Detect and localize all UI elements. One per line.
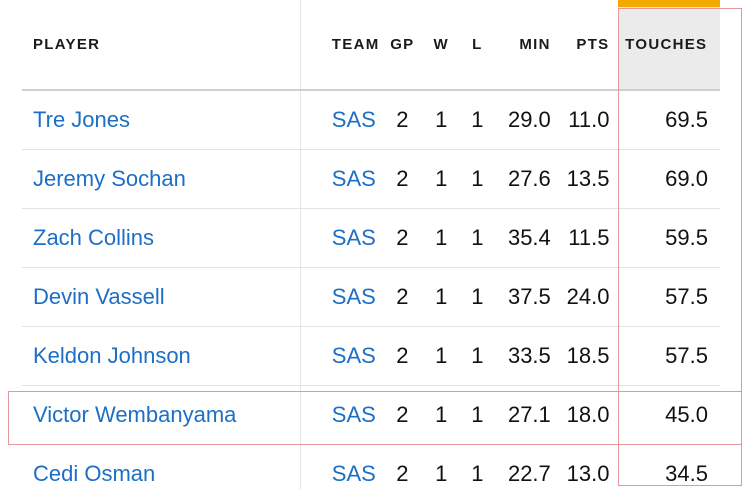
table-row: Tre Jones SAS 2 1 1 29.0 11.0 69.5 [22, 90, 720, 150]
l-cell: 1 [459, 444, 496, 490]
team-cell: SAS [317, 267, 382, 327]
team-link[interactable]: SAS [331, 283, 376, 309]
team-link[interactable]: SAS [331, 460, 376, 486]
player-cell: Cedi Osman [22, 444, 318, 490]
column-header-touches[interactable]: TOUCHES [612, 0, 720, 91]
l-cell: 1 [459, 267, 496, 327]
team-cell: SAS [317, 326, 382, 386]
pts-cell: 24.0 [550, 267, 613, 327]
l-cell: 1 [459, 90, 496, 150]
w-cell: 1 [423, 208, 460, 268]
pts-cell: 13.5 [550, 149, 613, 209]
player-link[interactable]: Cedi Osman [33, 460, 156, 486]
team-link[interactable]: SAS [331, 342, 376, 368]
team-link[interactable]: SAS [331, 224, 376, 250]
column-header-pts[interactable]: PTS [550, 0, 613, 91]
l-cell: 1 [459, 208, 496, 268]
team-link[interactable]: SAS [331, 106, 376, 132]
team-cell: SAS [317, 208, 382, 268]
team-cell: SAS [317, 444, 382, 490]
l-cell: 1 [459, 326, 496, 386]
touches-cell: 59.5 [612, 208, 720, 268]
table-row: Jeremy Sochan SAS 2 1 1 27.6 13.5 69.0 [22, 149, 720, 209]
w-cell: 1 [423, 149, 460, 209]
touches-cell: 69.5 [612, 90, 720, 150]
l-cell: 1 [459, 385, 496, 445]
table-row: Cedi Osman SAS 2 1 1 22.7 13.0 34.5 [22, 444, 720, 490]
player-cell: Jeremy Sochan [22, 149, 318, 209]
w-cell: 1 [423, 385, 460, 445]
player-cell: Keldon Johnson [22, 326, 318, 386]
min-cell: 35.4 [495, 208, 551, 268]
gp-cell: 2 [381, 385, 424, 445]
table-row: Keldon Johnson SAS 2 1 1 33.5 18.5 57.5 [22, 326, 720, 386]
column-header-team[interactable]: TEAM [317, 0, 382, 91]
w-cell: 1 [423, 90, 460, 150]
player-link[interactable]: Jeremy Sochan [33, 165, 186, 191]
gp-cell: 2 [381, 267, 424, 327]
player-cell: Zach Collins [22, 208, 318, 268]
player-cell: Devin Vassell [22, 267, 318, 327]
player-cell: Victor Wembanyama [22, 385, 318, 445]
player-link[interactable]: Tre Jones [33, 106, 131, 132]
gp-cell: 2 [381, 149, 424, 209]
column-header-w[interactable]: W [423, 0, 460, 91]
column-header-gp[interactable]: GP [381, 0, 424, 91]
team-cell: SAS [317, 385, 382, 445]
w-cell: 1 [423, 326, 460, 386]
table-row: Devin Vassell SAS 2 1 1 37.5 24.0 57.5 [22, 267, 720, 327]
team-cell: SAS [317, 149, 382, 209]
team-cell: SAS [317, 90, 382, 150]
column-header-min[interactable]: MIN [495, 0, 551, 91]
pts-cell: 18.5 [550, 326, 613, 386]
w-cell: 1 [423, 267, 460, 327]
touches-cell: 45.0 [612, 385, 720, 445]
min-cell: 27.1 [495, 385, 551, 445]
team-link[interactable]: SAS [331, 401, 376, 427]
w-cell: 1 [423, 444, 460, 490]
touches-cell: 57.5 [612, 267, 720, 327]
player-link[interactable]: Victor Wembanyama [33, 401, 237, 427]
gp-cell: 2 [381, 90, 424, 150]
min-cell: 22.7 [495, 444, 551, 490]
min-cell: 37.5 [495, 267, 551, 327]
min-cell: 29.0 [495, 90, 551, 150]
table-row-highlighted: Victor Wembanyama SAS 2 1 1 27.1 18.0 45… [22, 385, 720, 445]
gp-cell: 2 [381, 208, 424, 268]
min-cell: 33.5 [495, 326, 551, 386]
min-cell: 27.6 [495, 149, 551, 209]
pts-cell: 18.0 [550, 385, 613, 445]
column-header-l[interactable]: L [459, 0, 496, 91]
gp-cell: 2 [381, 444, 424, 490]
l-cell: 1 [459, 149, 496, 209]
column-header-player[interactable]: PLAYER [22, 0, 318, 91]
table-row: Zach Collins SAS 2 1 1 35.4 11.5 59.5 [22, 208, 720, 268]
player-stats-table: PLAYER TEAM GP W L MIN PTS TOUCHES Tre J… [22, 0, 720, 490]
player-link[interactable]: Keldon Johnson [33, 342, 191, 368]
pts-cell: 11.0 [550, 90, 613, 150]
touches-cell: 57.5 [612, 326, 720, 386]
pts-cell: 11.5 [550, 208, 613, 268]
gp-cell: 2 [381, 326, 424, 386]
player-link[interactable]: Zach Collins [33, 224, 155, 250]
touches-cell: 34.5 [612, 444, 720, 490]
table-header-row: PLAYER TEAM GP W L MIN PTS TOUCHES [22, 0, 720, 91]
touches-cell: 69.0 [612, 149, 720, 209]
player-cell: Tre Jones [22, 90, 318, 150]
player-link[interactable]: Devin Vassell [33, 283, 165, 309]
team-link[interactable]: SAS [331, 165, 376, 191]
pts-cell: 13.0 [550, 444, 613, 490]
